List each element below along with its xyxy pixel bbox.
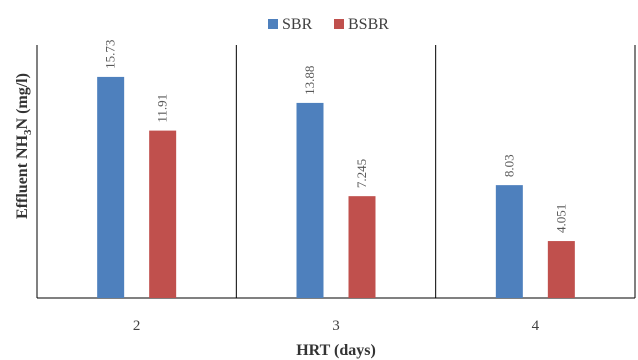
bar-bsbr-3 <box>348 196 376 298</box>
data-label-bsbr-2: 11.91 <box>155 94 170 123</box>
bar-sbr-4 <box>495 185 523 298</box>
x-tick-label-3: 3 <box>332 318 340 334</box>
legend: SBR BSBR <box>268 16 389 33</box>
legend-label-sbr: SBR <box>282 16 313 33</box>
x-axis-title: HRT (days) <box>296 342 376 359</box>
y-axis-title: Effluent NH3N (mg/l) <box>14 73 34 219</box>
bar-sbr-2 <box>97 76 125 298</box>
data-label-bsbr-3: 7.245 <box>354 159 369 188</box>
bar-bsbr-2 <box>149 130 177 298</box>
data-label-sbr-4: 8.03 <box>501 154 516 177</box>
bar-bsbr-4 <box>547 241 575 298</box>
legend-swatch-sbr <box>268 19 278 29</box>
legend-label-bsbr: BSBR <box>348 16 389 33</box>
legend-swatch-bsbr <box>334 19 344 29</box>
plot-area: 15.73 11.91 13.88 7.245 8.03 4.051 <box>36 40 636 299</box>
data-label-sbr-2: 15.73 <box>103 40 118 69</box>
x-tick-label-4: 4 <box>532 318 540 334</box>
bar-sbr-3 <box>296 102 324 298</box>
x-axis-ticks: 2 3 4 <box>133 318 540 334</box>
data-label-bsbr-4: 4.051 <box>553 204 568 233</box>
x-tick-label-2: 2 <box>133 318 141 334</box>
data-label-sbr-3: 13.88 <box>302 66 317 95</box>
